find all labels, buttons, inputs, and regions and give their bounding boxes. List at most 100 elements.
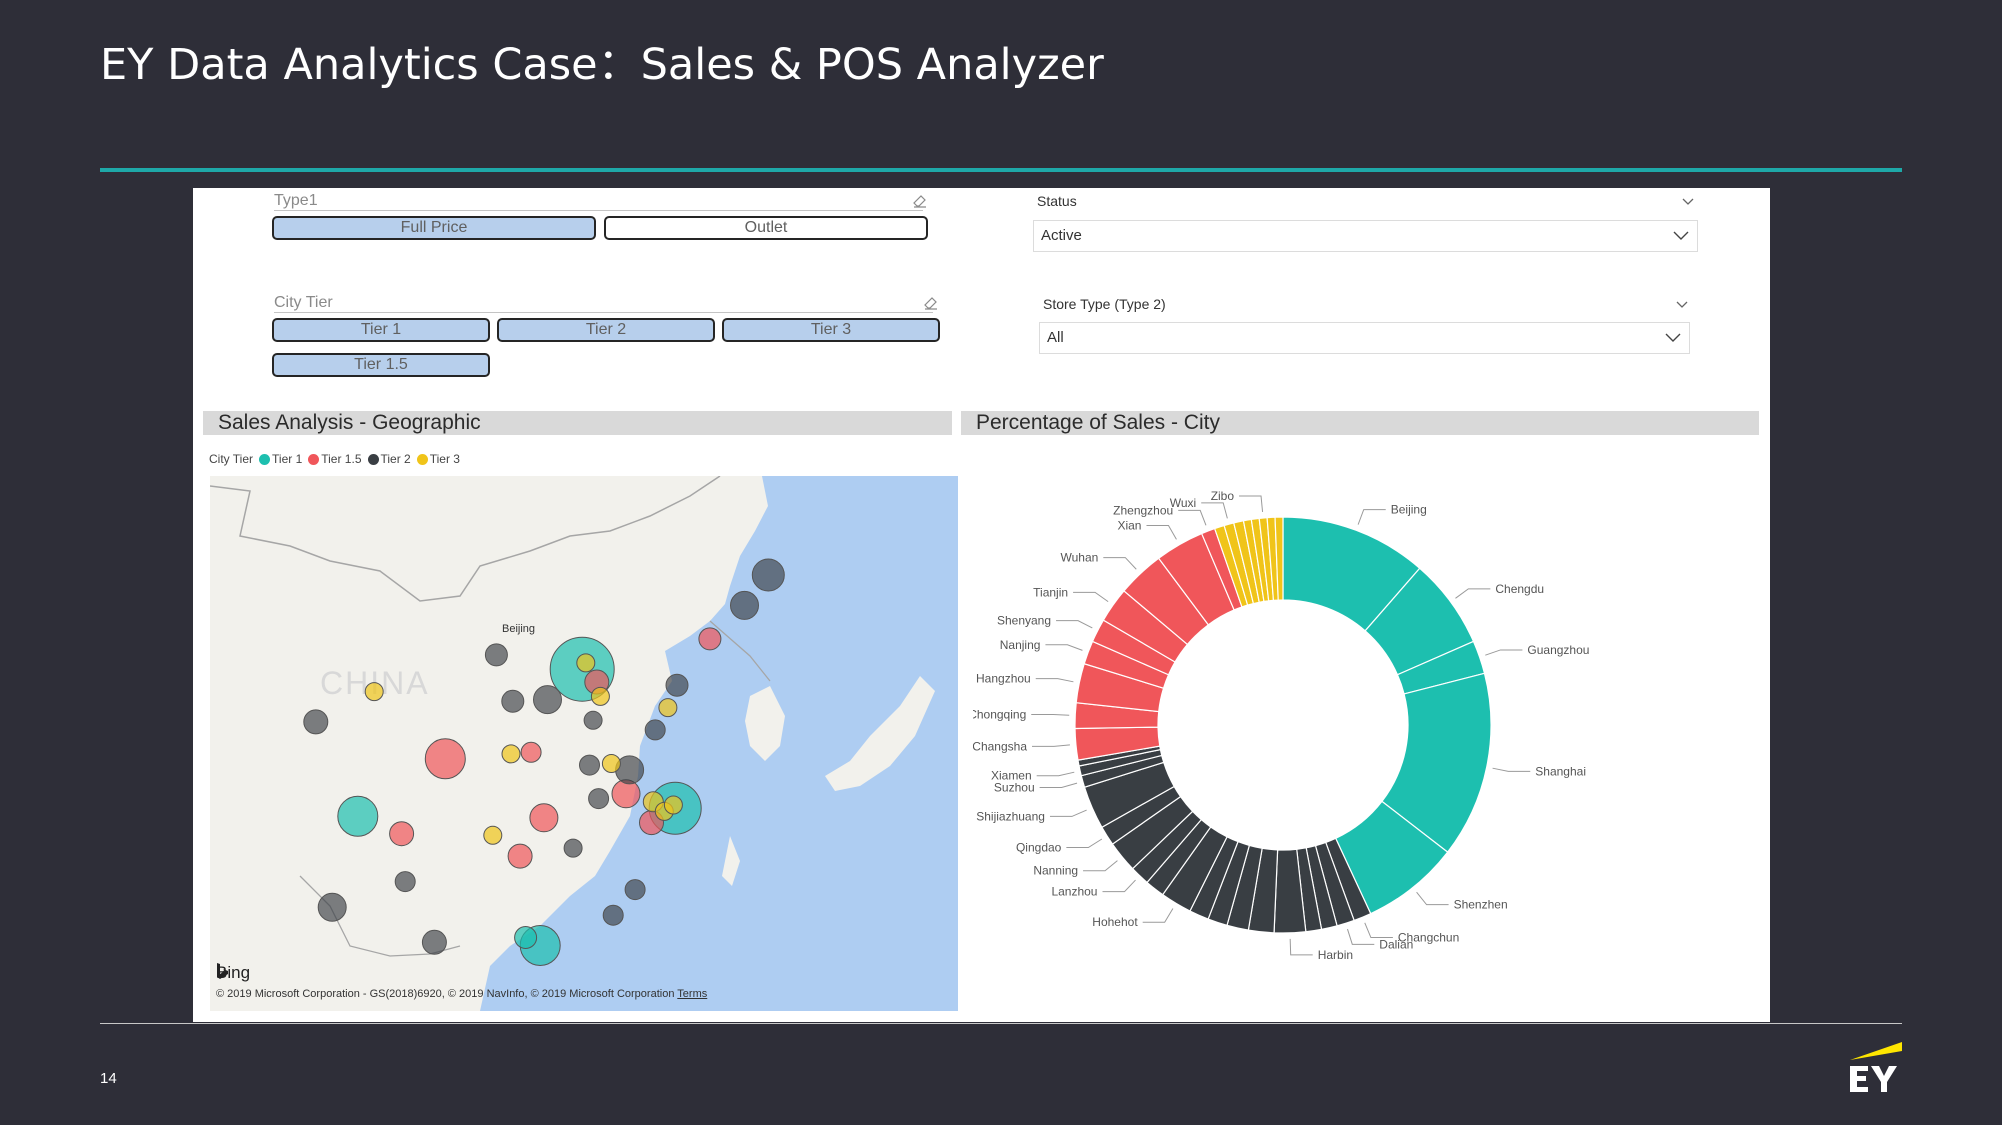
geo-map[interactable]: CHINA Beijing Bing © 2019 Microsoft Corp… <box>210 476 958 1011</box>
donut-slices <box>1074 516 1492 934</box>
donut-label-xian: Xian <box>1117 519 1141 533</box>
map-bubble-tier-3[interactable] <box>590 686 610 706</box>
map-bubble-tier-2[interactable] <box>751 558 785 592</box>
donut-leader-line <box>1455 588 1491 599</box>
store-type-dropdown[interactable]: All <box>1039 322 1690 354</box>
type1-clear-icon[interactable] <box>913 194 927 208</box>
donut-label-harbin: Harbin <box>1318 948 1353 962</box>
map-bubble-tier-2[interactable] <box>588 788 610 810</box>
city-tier-option-tier-1-5[interactable]: Tier 1.5 <box>272 353 490 377</box>
map-bubble-tier-2[interactable] <box>644 719 666 741</box>
legend-dot <box>308 453 320 465</box>
map-bubble-tier-2[interactable] <box>665 673 689 697</box>
map-bubble-tier-1-5[interactable] <box>507 843 533 869</box>
type1-option-label: Full Price <box>400 219 468 236</box>
map-bubble-tier-1-5[interactable] <box>529 803 559 833</box>
map-bubble-tier-1-5[interactable] <box>698 627 722 651</box>
map-bubble-tier-2[interactable] <box>730 590 759 620</box>
donut-label-suzhou: Suzhou <box>994 780 1035 794</box>
sea-area <box>480 476 958 1011</box>
type1-option-full-price[interactable]: Full Price <box>272 216 596 240</box>
donut-label-beijing: Beijing <box>1391 503 1427 517</box>
donut-label-hohehot: Hohehot <box>1092 915 1138 929</box>
map-bubble-tier-1[interactable] <box>514 926 538 949</box>
japan-islands <box>825 676 935 791</box>
map-bubble-tier-1-5[interactable] <box>611 779 641 809</box>
map-bubble-tier-1-5[interactable] <box>424 738 466 780</box>
map-bubble-tier-2[interactable] <box>579 754 600 776</box>
legend-label: Tier 3 <box>429 452 460 466</box>
bing-label: Bing <box>216 963 251 982</box>
donut-label-nanning: Nanning <box>1033 864 1078 878</box>
map-bubble-tier-1-5[interactable] <box>520 741 542 763</box>
map-bubble-tier-3[interactable] <box>658 698 678 718</box>
map-bubble-tier-3[interactable] <box>576 653 596 673</box>
taiwan-island <box>722 836 740 886</box>
legend-title: City Tier <box>209 452 254 466</box>
donut-leader-line <box>1083 860 1118 872</box>
donut-label-guangzhou: Guangzhou <box>1527 643 1589 657</box>
map-bubble-tier-3[interactable] <box>601 754 621 773</box>
donut-leader-line <box>1239 495 1264 513</box>
map-bubble-tier-2[interactable] <box>602 904 624 926</box>
donut-leader-line <box>1416 891 1449 906</box>
type1-option-outlet[interactable]: Outlet <box>604 216 928 240</box>
map-terms-link[interactable]: Terms <box>677 988 708 1000</box>
city-tier-option-tier-1[interactable]: Tier 1 <box>272 318 490 342</box>
map-bubble-tier-3[interactable] <box>364 682 384 702</box>
donut-leader-line <box>1357 509 1386 525</box>
donut-label-dalian: Dalian <box>1379 937 1413 951</box>
map-bubble-tier-1[interactable] <box>337 795 379 837</box>
city-tier-option-label: Tier 3 <box>810 321 852 338</box>
donut-label-changsha: Changsha <box>973 739 1027 753</box>
donut-label-zibo: Zibo <box>1211 489 1235 503</box>
korea-border <box>709 620 771 682</box>
donut-labels: Beijing Chengdu Guangzhou Shanghai Shenzhen C… <box>973 489 1589 962</box>
title-underline <box>100 168 1902 172</box>
donut-leader-line <box>1201 502 1228 519</box>
status-dropdown[interactable]: Active <box>1033 220 1698 252</box>
map-bubble-tier-2[interactable] <box>421 929 447 955</box>
map-canvas[interactable]: CHINA Beijing <box>210 476 958 1011</box>
city-tier-clear-icon[interactable] <box>924 296 938 310</box>
map-bubble-tier-2[interactable] <box>394 871 416 893</box>
map-bubbles <box>303 558 785 966</box>
map-bubble-tier-2[interactable] <box>501 689 525 713</box>
geo-section-header: Sales Analysis - Geographic <box>203 411 952 435</box>
legend-dot <box>259 453 271 465</box>
map-bubble-tier-2[interactable] <box>484 643 508 667</box>
map-bubble-tier-2[interactable] <box>563 838 583 858</box>
legend-item-tier-1[interactable]: Tier 1 <box>259 452 302 466</box>
map-bubble-tier-3[interactable] <box>483 825 503 845</box>
page-number: 14 <box>100 1070 117 1087</box>
status-collapse-chevron-icon[interactable] <box>1681 197 1695 207</box>
store-type-collapse-chevron-icon[interactable] <box>1675 300 1689 310</box>
map-bubble-tier-1-5[interactable] <box>389 821 415 847</box>
donut-leader-line <box>1049 809 1087 817</box>
map-bubble-tier-3[interactable] <box>663 795 683 815</box>
status-chevron-down-icon <box>1673 231 1689 240</box>
city-tier-option-tier-2[interactable]: Tier 2 <box>497 318 715 342</box>
map-legend: City Tier Tier 1 Tier 1.5 Tier 2 Tier 3 <box>209 452 466 466</box>
map-bubble-tier-2[interactable] <box>303 709 329 735</box>
city-tier-option-tier-3[interactable]: Tier 3 <box>722 318 940 342</box>
store-type-chevron-down-icon <box>1665 333 1681 342</box>
donut-leader-line <box>1056 620 1093 629</box>
donut-label-shenyang: Shenyang <box>997 614 1051 628</box>
map-bubble-tier-2[interactable] <box>624 879 646 901</box>
donut-label-chongqing: Chongqing <box>973 708 1026 722</box>
legend-item-tier-2[interactable]: Tier 2 <box>367 452 411 466</box>
legend-item-tier-1-5[interactable]: Tier 1.5 <box>308 452 362 466</box>
map-bubble-tier-2[interactable] <box>317 892 347 922</box>
donut-leader-line <box>1346 928 1375 945</box>
donut-leader-line <box>1146 525 1177 540</box>
donut-leader-line <box>1073 591 1109 603</box>
city-tier-option-label: Tier 1 <box>360 321 402 338</box>
map-bubble-tier-3[interactable] <box>501 744 521 764</box>
legend-label: Tier 1.5 <box>321 452 362 466</box>
donut-slice[interactable] <box>1274 516 1284 601</box>
donut-leader-line <box>1036 771 1075 777</box>
map-bubble-tier-2[interactable] <box>533 685 562 715</box>
legend-item-tier-3[interactable]: Tier 3 <box>416 452 460 466</box>
map-bubble-tier-2[interactable] <box>583 710 603 730</box>
